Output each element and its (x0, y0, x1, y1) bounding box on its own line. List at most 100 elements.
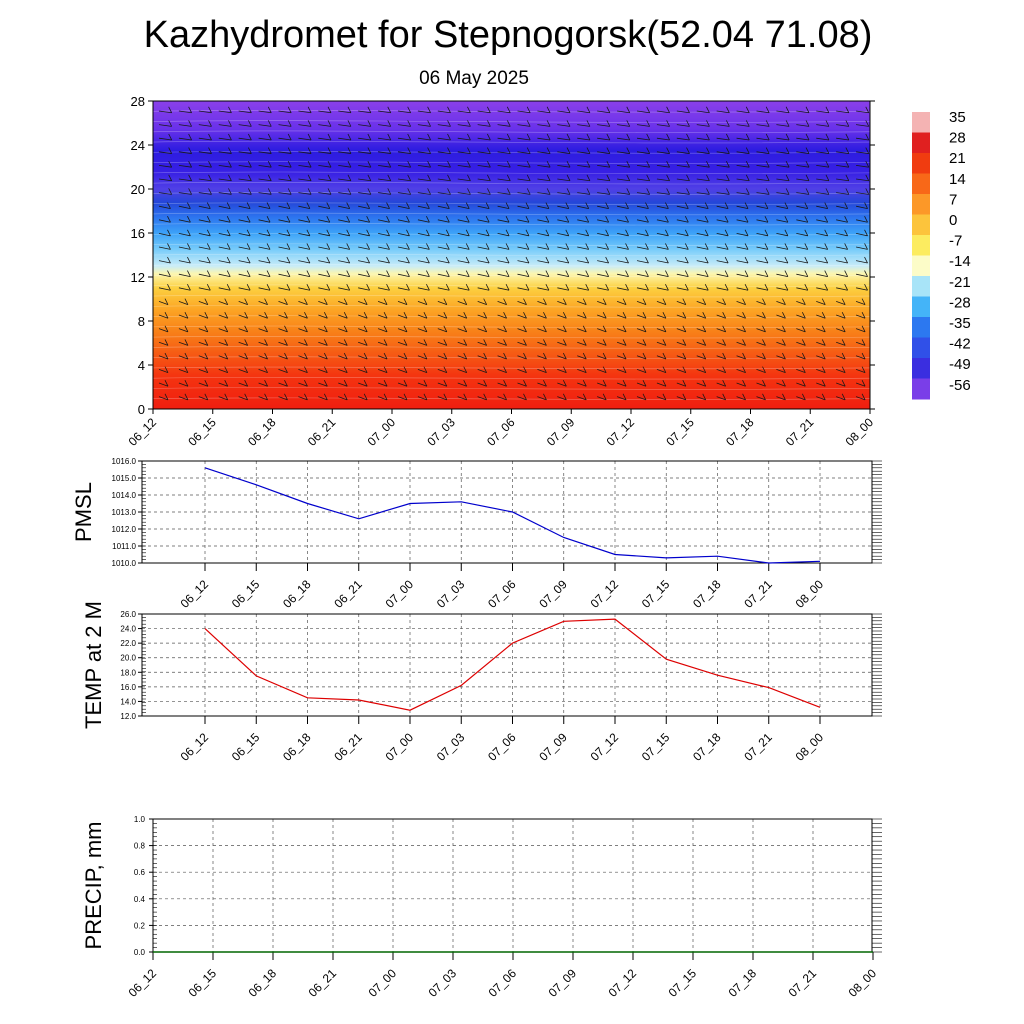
wind-barb (278, 147, 292, 154)
contour-line (152, 181, 871, 185)
wind-barb (617, 256, 629, 264)
wind-barb (676, 298, 687, 305)
wind-barb (756, 216, 769, 223)
wind-barb (417, 284, 430, 291)
wind-barb (597, 229, 609, 237)
wind-barb (318, 393, 328, 401)
wind-barb (338, 298, 348, 305)
wind-barb (656, 312, 667, 319)
wind-barb (537, 229, 550, 237)
wind-barb (258, 120, 272, 127)
wind-barb (636, 366, 647, 373)
wind-barb (238, 298, 249, 305)
wind-barb (816, 298, 826, 305)
wind-barb (477, 202, 490, 210)
wind-barb (377, 339, 388, 346)
colorbar-label: 35 (949, 109, 966, 126)
y-tick-label: 4 (138, 358, 145, 373)
temp-panel: 12.0 14.0 16.0 18.0 20.0 22.0 24.0 26.0 06_12 06_… (81, 601, 882, 764)
wind-barb (756, 133, 770, 141)
wind-barb (856, 202, 868, 210)
wind-barb (497, 174, 511, 182)
wind-barb (338, 393, 348, 401)
wind-barb (696, 160, 710, 168)
wind-barb (836, 380, 846, 387)
wind-barb (198, 133, 212, 141)
wind-barb (856, 216, 868, 223)
y-tick-label: 16 (131, 226, 145, 241)
x-tick-label: 06_18 (245, 415, 279, 449)
wind-barb (696, 325, 707, 333)
wind-barb (796, 339, 806, 346)
wind-barb (736, 120, 750, 127)
contour-line (152, 284, 871, 287)
wind-barb (397, 147, 412, 154)
wind-barb (836, 393, 846, 401)
wind-barb (258, 133, 272, 141)
wind-barb (198, 298, 209, 305)
wind-barb (676, 284, 689, 291)
wind-barb (178, 339, 189, 346)
wind-barb (278, 174, 292, 182)
wind-barb (617, 229, 629, 237)
wind-barb (417, 106, 431, 114)
colorbar-swatch (912, 153, 930, 174)
wind-barb (397, 188, 412, 195)
x-tick-label: 07_18 (726, 966, 760, 1000)
wind-barb (338, 312, 348, 319)
wind-barb (178, 106, 192, 114)
wind-barb (238, 312, 249, 319)
wind-barb (696, 284, 709, 291)
x-tick-label: 06_21 (305, 415, 339, 449)
wind-barb (856, 160, 870, 168)
wind-barb (397, 380, 408, 387)
x-tick-label: 08_00 (846, 966, 880, 1000)
wind-barb (378, 270, 390, 278)
x-tick-label: 07_00 (383, 577, 417, 611)
wind-barb (397, 133, 412, 141)
wind-barb (218, 147, 232, 154)
wind-barb (557, 270, 570, 278)
wind-barb (417, 325, 428, 333)
x-tick-label: 07_09 (546, 966, 580, 1000)
wind-barb (397, 174, 412, 182)
wind-barb (716, 352, 727, 360)
wind-barb (397, 229, 410, 237)
wind-barb (856, 133, 870, 141)
contour-line (152, 212, 871, 216)
wind-barb (218, 325, 229, 333)
y-tick-label: 0.4 (134, 895, 146, 904)
wind-barb (338, 352, 348, 360)
wind-barb (338, 339, 348, 346)
wind-barb (218, 133, 232, 141)
wind-barb (636, 160, 651, 168)
x-tick-label: 06_21 (306, 966, 340, 1000)
wind-barb (178, 366, 189, 373)
wind-barb (577, 380, 587, 387)
x-tick-label: 06_12 (178, 730, 212, 764)
wind-barb (477, 256, 490, 264)
wind-barb (696, 256, 709, 264)
wind-barb (497, 380, 507, 387)
wind-barb (736, 366, 746, 373)
contour-line (152, 356, 871, 359)
wind-barb (696, 352, 707, 360)
wind-barb (437, 284, 450, 291)
wind-barb (636, 133, 651, 141)
wind-barb (298, 312, 308, 319)
wind-barb (617, 106, 631, 114)
y-axis-label: PMSL (71, 482, 96, 542)
wind-barb (497, 339, 507, 346)
wind-barb (676, 393, 687, 401)
wind-barb (816, 284, 829, 291)
wind-barb (716, 147, 730, 154)
wind-barb (537, 339, 547, 346)
wind-barb (517, 312, 527, 319)
wind-barb (656, 188, 670, 195)
contour-line (152, 335, 871, 339)
contour-line (152, 346, 871, 349)
y-tick-label: 24 (131, 138, 145, 153)
wind-barb (158, 106, 173, 114)
wind-barb (258, 298, 268, 305)
